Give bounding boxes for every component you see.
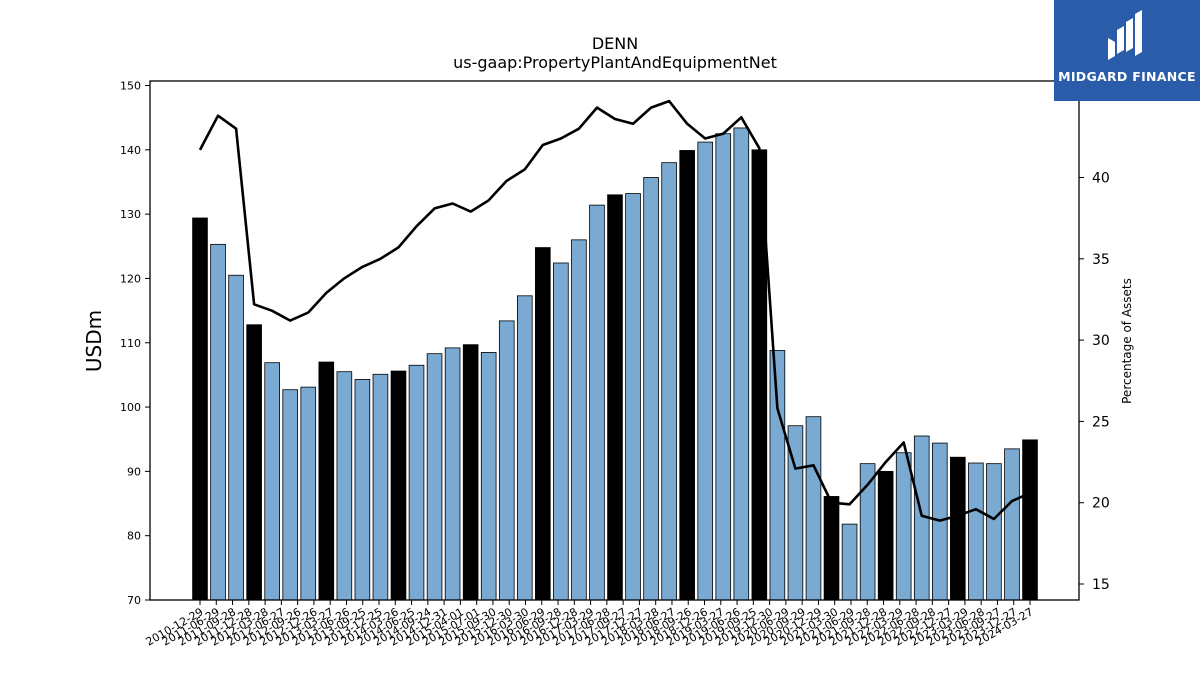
bar bbox=[390, 370, 407, 601]
bar bbox=[1022, 439, 1038, 601]
y2-tick-label: 40 bbox=[1092, 171, 1110, 187]
bar bbox=[1004, 448, 1020, 601]
bar bbox=[805, 416, 822, 601]
bar bbox=[336, 371, 353, 601]
bar bbox=[516, 295, 533, 601]
line-group bbox=[198, 99, 1031, 522]
bar bbox=[354, 379, 371, 601]
y-tick-label: 150 bbox=[120, 80, 141, 93]
bar bbox=[318, 361, 335, 601]
y2-tick-label: 15 bbox=[1092, 577, 1110, 593]
bar bbox=[986, 463, 1002, 601]
bar bbox=[462, 344, 479, 601]
bar bbox=[192, 217, 208, 601]
bar bbox=[228, 274, 244, 601]
brand-logo: MIDGARD FINANCE bbox=[1054, 0, 1200, 101]
bar bbox=[426, 353, 443, 601]
bar bbox=[661, 162, 677, 601]
y-tick-label: 70 bbox=[127, 594, 141, 607]
bar bbox=[823, 496, 840, 601]
logo-text: MIDGARD FINANCE bbox=[1058, 69, 1196, 84]
bar bbox=[589, 204, 605, 601]
bar bbox=[950, 456, 966, 601]
bar bbox=[625, 193, 641, 601]
bar bbox=[444, 347, 461, 601]
bar bbox=[769, 350, 786, 601]
x-axis: 2010-12-292011-06-292011-09-282011-12-28… bbox=[144, 600, 1036, 649]
y-tick-label: 120 bbox=[120, 272, 141, 285]
bar bbox=[553, 262, 569, 601]
y-tick-label: 90 bbox=[127, 465, 141, 478]
bars-group bbox=[192, 127, 1038, 601]
bar bbox=[877, 470, 894, 601]
bar bbox=[841, 523, 858, 601]
bar bbox=[697, 141, 714, 601]
chart-subtitle: us-gaap:PropertyPlantAndEquipmentNet bbox=[453, 53, 777, 72]
bar bbox=[264, 362, 280, 601]
y-tick-label: 130 bbox=[120, 208, 141, 221]
y-axis: 70 80 90 100 110 120 130 140 150 bbox=[120, 80, 150, 607]
bar bbox=[372, 373, 389, 601]
y2-tick-label: 25 bbox=[1092, 414, 1110, 430]
bar bbox=[968, 462, 984, 601]
bar bbox=[480, 351, 497, 601]
y-tick-label: 100 bbox=[120, 401, 141, 414]
bar bbox=[282, 389, 299, 601]
bar bbox=[210, 243, 226, 601]
y-tick-label: 110 bbox=[120, 337, 141, 350]
bar bbox=[643, 177, 659, 601]
bar bbox=[607, 194, 623, 601]
bar bbox=[535, 247, 551, 601]
bar bbox=[300, 386, 317, 601]
bar bbox=[571, 239, 587, 601]
logo-mark-icon bbox=[1108, 10, 1142, 60]
chart-title: DENN bbox=[592, 34, 638, 53]
bar bbox=[733, 127, 750, 601]
y-axis-label: USDm bbox=[82, 310, 106, 372]
bar bbox=[895, 452, 912, 601]
bar bbox=[408, 364, 425, 601]
y2-tick-label: 20 bbox=[1092, 496, 1110, 512]
bar bbox=[715, 133, 732, 601]
percentage-line bbox=[198, 99, 1031, 522]
y-tick-label: 140 bbox=[120, 144, 141, 157]
y2-axis-label: Percentage of Assets bbox=[1120, 278, 1134, 404]
bar bbox=[679, 150, 695, 601]
y2-axis: 15 20 25 30 35 40 bbox=[1079, 171, 1110, 593]
y2-tick-label: 30 bbox=[1092, 333, 1110, 349]
y-tick-label: 80 bbox=[127, 530, 141, 543]
bar bbox=[246, 324, 262, 601]
bar bbox=[498, 320, 515, 601]
y2-tick-label: 35 bbox=[1092, 252, 1110, 268]
